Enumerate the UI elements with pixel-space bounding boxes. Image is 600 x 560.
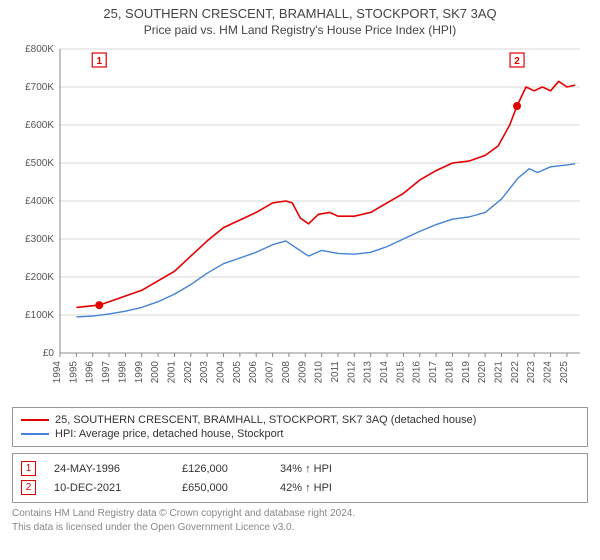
event-row: 1 24-MAY-1996 £126,000 34% ↑ HPI bbox=[21, 459, 579, 478]
svg-text:2018: 2018 bbox=[444, 361, 455, 384]
page-subtitle: Price paid vs. HM Land Registry's House … bbox=[12, 23, 588, 37]
legend-swatch bbox=[21, 433, 49, 435]
event-date: 24-MAY-1996 bbox=[54, 463, 164, 475]
legend-item: 25, SOUTHERN CRESCENT, BRAMHALL, STOCKPO… bbox=[21, 413, 579, 427]
svg-text:2021: 2021 bbox=[494, 361, 505, 384]
svg-text:1994: 1994 bbox=[52, 361, 63, 384]
svg-text:2010: 2010 bbox=[314, 361, 325, 384]
legend: 25, SOUTHERN CRESCENT, BRAMHALL, STOCKPO… bbox=[12, 407, 588, 447]
svg-text:£300K: £300K bbox=[25, 234, 54, 245]
footer-line-1: Contains HM Land Registry data © Crown c… bbox=[12, 507, 588, 521]
svg-text:£0: £0 bbox=[43, 348, 55, 359]
svg-text:£100K: £100K bbox=[25, 310, 54, 321]
page-root: 25, SOUTHERN CRESCENT, BRAMHALL, STOCKPO… bbox=[0, 0, 600, 538]
svg-text:2020: 2020 bbox=[477, 361, 488, 384]
svg-text:2006: 2006 bbox=[248, 361, 259, 384]
legend-item: HPI: Average price, detached house, Stoc… bbox=[21, 427, 579, 441]
footer-attribution: Contains HM Land Registry data © Crown c… bbox=[12, 507, 588, 534]
svg-text:1996: 1996 bbox=[85, 361, 96, 384]
svg-text:2025: 2025 bbox=[559, 361, 570, 384]
svg-text:2013: 2013 bbox=[363, 361, 374, 384]
page-title: 25, SOUTHERN CRESCENT, BRAMHALL, STOCKPO… bbox=[12, 6, 588, 21]
event-date: 10-DEC-2021 bbox=[54, 482, 164, 494]
event-row: 2 10-DEC-2021 £650,000 42% ↑ HPI bbox=[21, 478, 579, 497]
svg-text:£600K: £600K bbox=[25, 120, 54, 131]
svg-text:£200K: £200K bbox=[25, 272, 54, 283]
svg-text:2005: 2005 bbox=[232, 361, 243, 384]
event-marker: 2 bbox=[21, 480, 36, 495]
legend-label: 25, SOUTHERN CRESCENT, BRAMHALL, STOCKPO… bbox=[55, 414, 476, 426]
svg-text:2014: 2014 bbox=[379, 361, 390, 384]
legend-swatch bbox=[21, 419, 49, 421]
event-price: £650,000 bbox=[182, 482, 262, 494]
svg-text:2000: 2000 bbox=[150, 361, 161, 384]
footer-line-2: This data is licensed under the Open Gov… bbox=[12, 521, 588, 535]
svg-text:2007: 2007 bbox=[265, 361, 276, 384]
svg-text:2022: 2022 bbox=[510, 361, 521, 384]
svg-text:£800K: £800K bbox=[25, 44, 54, 55]
svg-text:2004: 2004 bbox=[216, 361, 227, 384]
svg-text:£700K: £700K bbox=[25, 82, 54, 93]
svg-text:1999: 1999 bbox=[134, 361, 145, 384]
price-chart: £0 £100K £200K £300K £400K £500K £600K £700K £80… bbox=[12, 41, 588, 401]
svg-text:2001: 2001 bbox=[166, 361, 177, 384]
event-marker: 1 bbox=[21, 461, 36, 476]
svg-text:2019: 2019 bbox=[461, 361, 472, 384]
svg-text:1998: 1998 bbox=[117, 361, 128, 384]
svg-text:2017: 2017 bbox=[428, 361, 439, 384]
svg-text:2023: 2023 bbox=[526, 361, 537, 384]
svg-text:2011: 2011 bbox=[330, 361, 341, 383]
svg-text:2002: 2002 bbox=[183, 361, 194, 384]
svg-text:2: 2 bbox=[514, 56, 520, 67]
svg-text:2015: 2015 bbox=[395, 361, 406, 384]
svg-text:1: 1 bbox=[96, 56, 102, 67]
svg-text:2003: 2003 bbox=[199, 361, 210, 384]
legend-label: HPI: Average price, detached house, Stoc… bbox=[55, 428, 284, 440]
event-hpi: 42% ↑ HPI bbox=[280, 482, 370, 494]
svg-text:£400K: £400K bbox=[25, 196, 54, 207]
event-hpi: 34% ↑ HPI bbox=[280, 463, 370, 475]
svg-text:1995: 1995 bbox=[68, 361, 79, 384]
svg-text:£500K: £500K bbox=[25, 158, 54, 169]
svg-text:1997: 1997 bbox=[101, 361, 112, 384]
svg-text:2016: 2016 bbox=[412, 361, 423, 384]
event-price: £126,000 bbox=[182, 463, 262, 475]
svg-text:2024: 2024 bbox=[543, 361, 554, 384]
svg-text:2009: 2009 bbox=[297, 361, 308, 384]
events-table: 1 24-MAY-1996 £126,000 34% ↑ HPI 2 10-DEC-202… bbox=[12, 453, 588, 503]
svg-text:2012: 2012 bbox=[346, 361, 357, 384]
svg-text:2008: 2008 bbox=[281, 361, 292, 384]
